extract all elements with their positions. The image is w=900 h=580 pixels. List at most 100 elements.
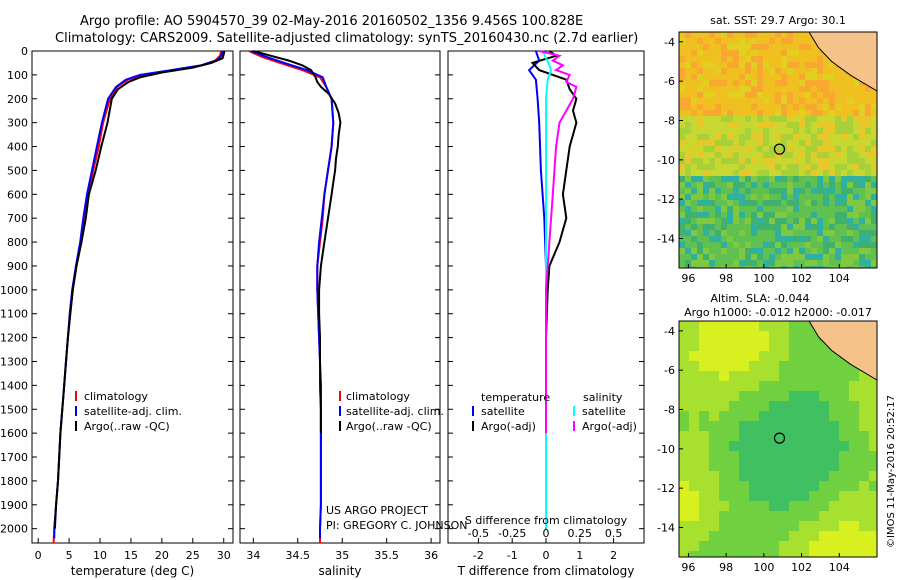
map-cell <box>811 218 817 224</box>
map-cell <box>757 242 763 248</box>
map-cell <box>727 206 733 212</box>
map-cell <box>805 50 811 56</box>
map-cell <box>809 331 819 341</box>
map-cell <box>793 122 799 128</box>
map-cell <box>709 116 715 122</box>
map-cell <box>689 471 699 481</box>
map-cell <box>721 200 727 206</box>
map-cell <box>739 32 745 38</box>
map-cell <box>757 188 763 194</box>
map-cell <box>847 212 853 218</box>
map-cell <box>709 331 719 341</box>
series-line-t-argo-adj- <box>530 50 578 529</box>
map-cell <box>721 50 727 56</box>
map-cell <box>853 92 859 98</box>
map-cell <box>787 140 793 146</box>
map-cell <box>729 401 739 411</box>
map-cell <box>787 152 793 158</box>
map-cell <box>739 188 745 194</box>
map-cell <box>751 200 757 206</box>
map-cell <box>865 146 871 152</box>
series-line-argo-raw-qc- <box>53 50 226 529</box>
map-cell <box>817 122 823 128</box>
map-cell <box>793 158 799 164</box>
map-cell <box>835 122 841 128</box>
map-cell <box>835 68 841 74</box>
map-cell <box>745 242 751 248</box>
map-cell <box>685 236 691 242</box>
map-cell <box>835 260 841 266</box>
map-cell <box>679 431 689 441</box>
map-cell <box>763 50 769 56</box>
map-cell <box>685 212 691 218</box>
map-cell <box>835 92 841 98</box>
map-x-tick-label: 102 <box>791 272 812 285</box>
map-cell <box>757 32 763 38</box>
map-cell <box>727 140 733 146</box>
map-cell <box>685 170 691 176</box>
x-tick-label: 20 <box>155 549 169 562</box>
map-cell <box>689 371 699 381</box>
map-cell <box>769 266 775 268</box>
map-cell <box>729 491 739 501</box>
map-cell <box>859 242 865 248</box>
map-cell <box>775 74 781 80</box>
map-cell <box>799 224 805 230</box>
map-cell <box>819 341 829 351</box>
map-cell <box>769 194 775 200</box>
map-cell <box>709 236 715 242</box>
legend-label: climatology <box>346 390 410 403</box>
map-cell <box>859 152 865 158</box>
map-cell <box>709 511 719 521</box>
map-cell <box>847 200 853 206</box>
map-cell <box>727 116 733 122</box>
map-cell <box>759 441 769 451</box>
map-cell <box>779 361 789 371</box>
map-cell <box>739 461 749 471</box>
map-cell <box>781 230 787 236</box>
map-cell <box>829 164 835 170</box>
map-cell <box>789 541 799 551</box>
map-cell <box>733 104 739 110</box>
map-cell <box>841 254 847 260</box>
map-cell <box>689 421 699 431</box>
map-cell <box>811 182 817 188</box>
map-top-title: sat. SST: 29.7 Argo: 30.1 <box>710 14 846 27</box>
map-cell <box>811 56 817 62</box>
map-cell <box>805 62 811 68</box>
map-cell <box>763 110 769 116</box>
map-cell <box>799 381 809 391</box>
map-cell <box>691 86 697 92</box>
map-cell <box>709 32 715 38</box>
map-cell <box>759 511 769 521</box>
map-cell <box>739 212 745 218</box>
map-cell <box>719 351 729 361</box>
map-cell <box>751 158 757 164</box>
map-cell <box>859 260 865 266</box>
map-cell <box>733 92 739 98</box>
map-cell <box>763 56 769 62</box>
map-cell <box>709 200 715 206</box>
map-cell <box>787 194 793 200</box>
map-cell <box>775 140 781 146</box>
map-cell <box>829 481 839 491</box>
map-cell <box>691 74 697 80</box>
map-cell <box>781 98 787 104</box>
map-cell <box>709 501 719 511</box>
map-cell <box>769 391 779 401</box>
map-cell <box>817 176 823 182</box>
map-cell <box>789 471 799 481</box>
map-cell <box>697 32 703 38</box>
map-cell <box>679 551 689 557</box>
map-cell <box>689 521 699 531</box>
map-cell <box>817 116 823 122</box>
map-y-tick-label: -4 <box>664 325 675 338</box>
map-cell <box>751 170 757 176</box>
map-cell <box>835 104 841 110</box>
map-cell <box>853 146 859 152</box>
map-cell <box>719 551 729 557</box>
map-cell <box>739 170 745 176</box>
map-cell <box>745 140 751 146</box>
map-cell <box>871 206 877 212</box>
map-cell <box>697 224 703 230</box>
